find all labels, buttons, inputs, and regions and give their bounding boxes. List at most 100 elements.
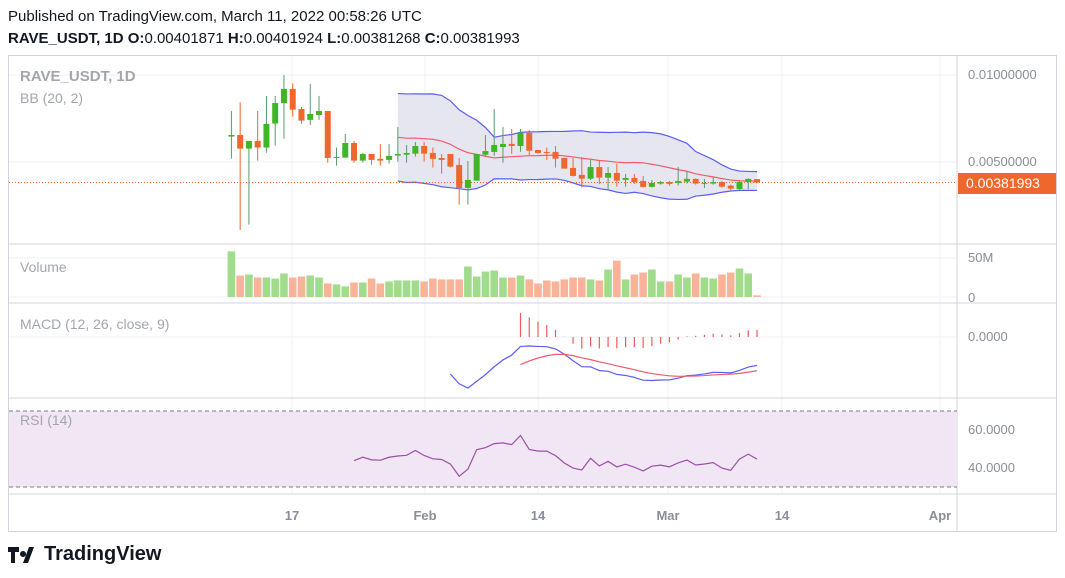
candle-body bbox=[710, 182, 717, 184]
volume-bar bbox=[394, 280, 402, 297]
candle-body bbox=[324, 111, 331, 158]
volume-bar bbox=[665, 281, 674, 297]
open-label: O: bbox=[127, 30, 145, 47]
candle-body bbox=[508, 143, 515, 146]
candle-body bbox=[438, 157, 445, 160]
candle-body bbox=[342, 143, 349, 158]
volume-bar bbox=[709, 278, 717, 297]
candle-body bbox=[631, 178, 638, 183]
volume-bar bbox=[507, 277, 516, 297]
candle-body bbox=[333, 156, 340, 158]
time-tick: Feb bbox=[413, 508, 437, 523]
candle-body bbox=[657, 182, 664, 184]
volume-bar bbox=[560, 279, 569, 297]
candle-body bbox=[228, 135, 235, 137]
volume-bar bbox=[306, 275, 315, 297]
rsi-label[interactable]: RSI (14) bbox=[20, 412, 73, 428]
candle-body bbox=[456, 164, 463, 188]
volume-bar bbox=[586, 279, 595, 297]
tradingview-logo[interactable]: TradingView bbox=[8, 543, 161, 566]
candle-body bbox=[666, 182, 673, 184]
candle-body bbox=[718, 182, 725, 187]
candle-body bbox=[272, 103, 279, 124]
rsi-band-fill bbox=[9, 411, 957, 487]
candle-body bbox=[491, 144, 498, 152]
high-value: 0.00401924 bbox=[243, 30, 323, 47]
bb-label[interactable]: BB (20, 2) bbox=[20, 90, 84, 106]
volume-label[interactable]: Volume bbox=[20, 259, 67, 275]
volume-bar bbox=[262, 277, 271, 297]
volume-bar bbox=[245, 274, 253, 297]
candle-body bbox=[648, 182, 655, 187]
volume-bar bbox=[516, 275, 525, 297]
volume-bar bbox=[411, 280, 420, 297]
volume-bar bbox=[595, 280, 604, 297]
chart-frame[interactable] bbox=[8, 55, 1057, 532]
volume-bar bbox=[455, 279, 463, 297]
bb-lower-line bbox=[397, 178, 758, 201]
volume-bar bbox=[490, 270, 498, 297]
volume-bar bbox=[578, 277, 586, 297]
candle-body bbox=[552, 151, 559, 159]
volume-bar bbox=[253, 277, 262, 297]
ohlc-legend: RAVE_USDT, 1D O:0.00401871 H:0.00401924 … bbox=[8, 30, 520, 47]
candle-body bbox=[473, 153, 480, 181]
volume-bar bbox=[604, 269, 612, 297]
volume-bar bbox=[288, 277, 297, 297]
main-pane-title: RAVE_USDT, 1D bbox=[20, 68, 136, 85]
brand-name: TradingView bbox=[44, 543, 162, 565]
candle-body bbox=[386, 155, 393, 160]
volume-bar bbox=[542, 280, 551, 297]
volume-bar bbox=[700, 277, 709, 297]
volume-bar bbox=[481, 271, 490, 297]
volume-bar bbox=[280, 273, 288, 297]
price-tick: 0.00500000 bbox=[968, 154, 1037, 169]
volume-bar bbox=[236, 275, 244, 297]
candle-body bbox=[570, 167, 577, 176]
volume-bar bbox=[297, 276, 306, 297]
candle-body bbox=[561, 157, 568, 169]
candle-body bbox=[517, 132, 524, 146]
candle-body bbox=[245, 140, 252, 149]
volume-bar bbox=[315, 277, 323, 297]
volume-bar bbox=[735, 268, 744, 297]
candle-body bbox=[535, 149, 541, 153]
volume-bar bbox=[271, 278, 279, 297]
rsi-tick: 40.0000 bbox=[968, 460, 1015, 475]
candle-body bbox=[307, 113, 314, 120]
volume-bar bbox=[367, 278, 376, 297]
time-tick: Mar bbox=[656, 508, 680, 523]
volume-bar bbox=[437, 279, 446, 297]
candle-body bbox=[447, 153, 454, 167]
volume-bar bbox=[691, 273, 700, 297]
volume-bar bbox=[341, 286, 350, 297]
candle-body bbox=[254, 140, 261, 148]
candle-body bbox=[745, 178, 752, 183]
volume-bar bbox=[472, 276, 481, 297]
candle-body bbox=[316, 111, 322, 116]
volume-bar bbox=[613, 260, 621, 297]
candle-body bbox=[394, 153, 401, 156]
candle-body bbox=[727, 185, 734, 189]
candle-body bbox=[280, 88, 287, 104]
volume-bar bbox=[718, 274, 726, 297]
candle-body bbox=[429, 152, 436, 159]
candle-body bbox=[692, 178, 699, 184]
candle-body bbox=[526, 132, 533, 151]
volume-bar bbox=[376, 283, 385, 297]
rsi-tick: 60.0000 bbox=[968, 422, 1015, 437]
bb-upper-line bbox=[397, 92, 758, 173]
candle-body bbox=[482, 151, 489, 155]
macd-label[interactable]: MACD (12, 26, close, 9) bbox=[20, 316, 170, 332]
published-info: Published on TradingView.com, March 11, … bbox=[8, 8, 422, 25]
low-value: 0.00381268 bbox=[341, 30, 421, 47]
candle-body bbox=[613, 172, 620, 181]
candle-body bbox=[464, 179, 471, 188]
time-tick: 17 bbox=[284, 508, 300, 523]
time-tick: 14 bbox=[530, 508, 546, 523]
symbol-label: RAVE_USDT, 1D bbox=[8, 30, 124, 47]
volume-bar bbox=[753, 295, 761, 297]
candle-body bbox=[403, 152, 410, 155]
candle-body bbox=[298, 108, 305, 121]
